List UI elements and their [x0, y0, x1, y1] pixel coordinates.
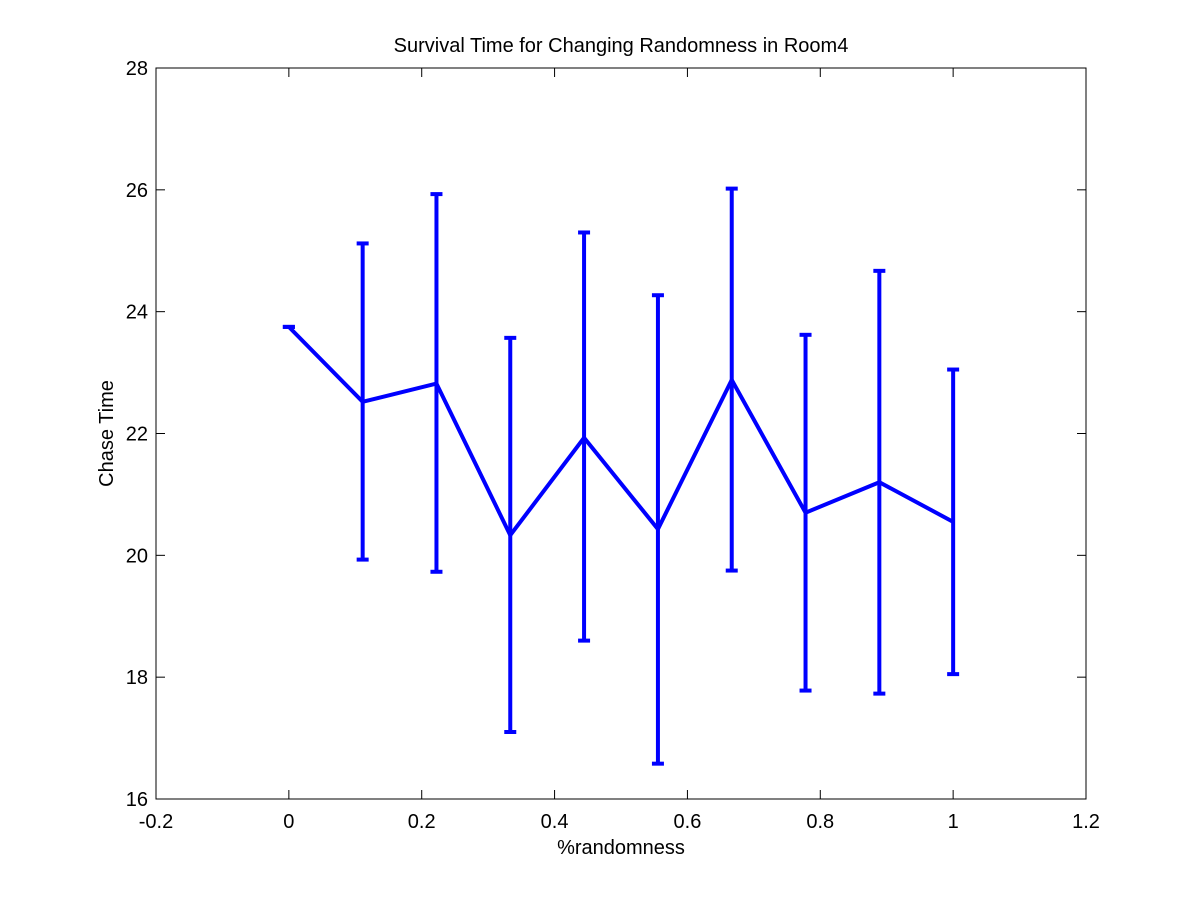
y-tick-label: 18: [126, 667, 148, 689]
data-point: [435, 383, 437, 385]
y-tick-label: 24: [126, 302, 148, 324]
data-point: [657, 528, 659, 530]
data-point: [952, 521, 954, 523]
x-tick-label: 1.2: [1072, 811, 1100, 833]
series-line: [287, 325, 955, 540]
y-tick-label: 26: [126, 180, 148, 202]
x-axis-ticks: -0.2 0 0.2 0.4 0.6 0.8 1 1.2: [139, 68, 1100, 833]
data-point: [805, 512, 807, 514]
error-bar: [504, 335, 517, 734]
data-point: [878, 481, 880, 483]
error-bar: [282, 324, 295, 329]
data-point: [509, 534, 511, 536]
x-axis-label: %randomness: [557, 837, 685, 859]
error-bar: [947, 367, 960, 677]
error-bar: [356, 241, 369, 562]
y-tick-label: 22: [126, 424, 148, 446]
x-tick-label: -0.2: [139, 811, 173, 833]
error-bar: [430, 192, 443, 574]
plot-area: [155, 67, 1087, 800]
data-point: [362, 401, 364, 403]
y-axis-ticks: 16 18 20 22 24 26 28: [126, 58, 1086, 811]
error-bar: [725, 186, 738, 573]
data-point: [288, 326, 290, 328]
y-tick-label: 16: [126, 789, 148, 811]
x-tick-label: 0.8: [806, 811, 834, 833]
chart-title: Survival Time for Changing Randomness in…: [394, 35, 849, 57]
x-tick-label: 0.6: [674, 811, 702, 833]
x-tick-label: 0.4: [541, 811, 569, 833]
error-bar: [578, 230, 591, 643]
data-point: [583, 437, 585, 439]
x-tick-label: 1: [948, 811, 959, 833]
y-tick-label: 20: [126, 545, 148, 567]
x-tick-label: 0.2: [408, 811, 436, 833]
x-tick-label: 0: [283, 811, 294, 833]
series-layer: [282, 186, 960, 766]
data-point: [731, 379, 733, 381]
error-bar: [651, 293, 664, 766]
y-axis-label: Chase Time: [96, 380, 118, 487]
y-tick-label: 28: [126, 58, 148, 80]
error-bar: [873, 268, 886, 696]
error-bar: [799, 332, 812, 693]
